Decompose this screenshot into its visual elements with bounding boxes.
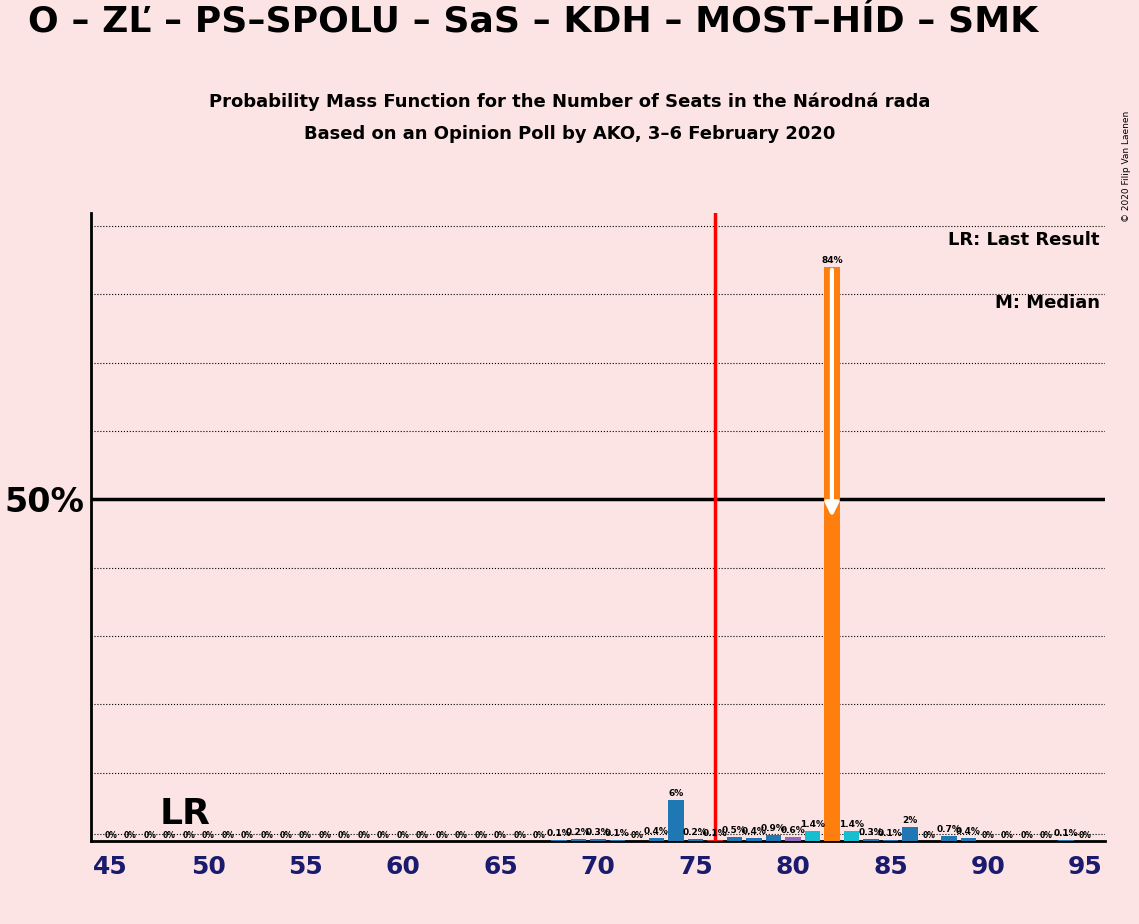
Text: 0%: 0% [923, 832, 936, 841]
Text: 0.2%: 0.2% [683, 829, 707, 837]
Text: 0%: 0% [475, 832, 487, 841]
Text: 0.2%: 0.2% [566, 829, 591, 837]
Text: 0.1%: 0.1% [1054, 829, 1079, 838]
Bar [825, 267, 839, 841]
Bar [785, 837, 801, 841]
Bar [960, 838, 976, 841]
Text: 0.4%: 0.4% [956, 827, 981, 836]
Text: 6%: 6% [669, 789, 683, 797]
Text: 84%: 84% [821, 256, 843, 265]
Text: 0%: 0% [240, 832, 254, 841]
Bar [571, 840, 587, 841]
Text: 0%: 0% [1001, 832, 1014, 841]
Text: 0%: 0% [396, 832, 409, 841]
Bar [590, 839, 606, 841]
Text: M: Median: M: Median [994, 294, 1100, 312]
Text: 0.1%: 0.1% [878, 829, 903, 838]
Text: 0%: 0% [631, 832, 644, 841]
Text: 0%: 0% [456, 832, 468, 841]
Text: 0%: 0% [1079, 832, 1092, 841]
Text: 0.1%: 0.1% [703, 829, 728, 838]
Text: 1.4%: 1.4% [839, 821, 863, 829]
Text: 0.6%: 0.6% [780, 826, 805, 834]
Text: 0%: 0% [319, 832, 331, 841]
Text: 0%: 0% [124, 832, 137, 841]
Text: 0%: 0% [144, 832, 156, 841]
Text: 0%: 0% [182, 832, 195, 841]
Text: 1.4%: 1.4% [800, 821, 825, 829]
Text: 0.3%: 0.3% [585, 828, 611, 837]
Text: 0%: 0% [494, 832, 507, 841]
Bar [727, 837, 743, 841]
Text: 0%: 0% [377, 832, 390, 841]
Text: LR: Last Result: LR: Last Result [949, 231, 1100, 249]
Text: Based on an Opinion Poll by AKO, 3–6 February 2020: Based on an Opinion Poll by AKO, 3–6 Feb… [304, 125, 835, 142]
Text: 0%: 0% [260, 832, 273, 841]
Bar [804, 832, 820, 841]
Text: 0%: 0% [1021, 832, 1033, 841]
Bar [765, 834, 781, 841]
Text: 0%: 0% [358, 832, 370, 841]
Text: 0%: 0% [435, 832, 449, 841]
Text: 0.7%: 0.7% [936, 825, 961, 834]
Text: 0%: 0% [514, 832, 526, 841]
Text: 2%: 2% [902, 816, 918, 825]
Bar [844, 832, 859, 841]
Text: 0%: 0% [1040, 832, 1052, 841]
Bar [746, 838, 762, 841]
Text: 0.4%: 0.4% [644, 827, 669, 836]
Text: 0%: 0% [163, 832, 175, 841]
Bar [669, 800, 683, 841]
Text: 0%: 0% [416, 832, 429, 841]
Text: © 2020 Filip Van Laenen: © 2020 Filip Van Laenen [1122, 111, 1131, 222]
Bar [863, 839, 878, 841]
Text: 0.4%: 0.4% [741, 827, 767, 836]
Text: 0%: 0% [202, 832, 214, 841]
Text: 0.3%: 0.3% [859, 828, 883, 837]
Text: LR: LR [159, 796, 211, 831]
Bar [941, 836, 957, 841]
Text: 0.1%: 0.1% [605, 829, 630, 838]
Text: 0%: 0% [280, 832, 293, 841]
Bar [688, 840, 703, 841]
Text: 0%: 0% [104, 832, 117, 841]
Text: O – ZĽ – PS–SPOLU – SaS – KDH – MOST–HÍD – SMK: O – ZĽ – PS–SPOLU – SaS – KDH – MOST–HÍD… [28, 5, 1039, 39]
Text: 0.9%: 0.9% [761, 823, 786, 833]
Bar [648, 838, 664, 841]
Text: Probability Mass Function for the Number of Seats in the Národná rada: Probability Mass Function for the Number… [208, 92, 931, 111]
Text: 0%: 0% [221, 832, 233, 841]
Text: 0%: 0% [533, 832, 546, 841]
Bar [902, 827, 918, 841]
Text: 0%: 0% [338, 832, 351, 841]
Text: 0%: 0% [300, 832, 312, 841]
Text: 0%: 0% [982, 832, 994, 841]
Text: 0.5%: 0.5% [722, 826, 747, 835]
Text: 0.1%: 0.1% [547, 829, 572, 838]
